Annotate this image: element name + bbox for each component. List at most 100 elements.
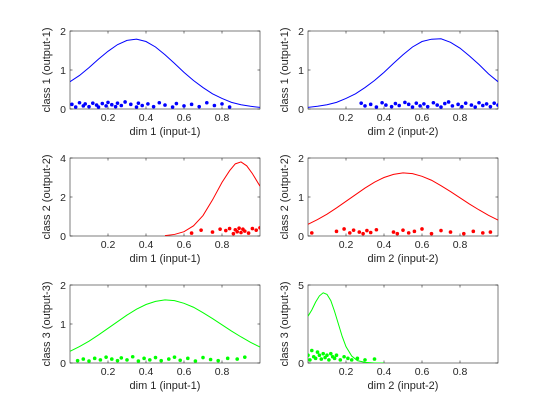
axes-box [69, 30, 261, 110]
data-point [250, 226, 255, 231]
data-point [246, 231, 251, 235]
data-point [357, 230, 362, 234]
data-point [374, 227, 379, 232]
data-point [334, 353, 339, 358]
data-point [310, 348, 314, 353]
series-curve [308, 172, 498, 225]
y-axis-label: class 1 (output-1) [279, 28, 291, 113]
y-tick-label: 2 [60, 26, 66, 38]
data-point [435, 103, 440, 107]
axes-box [307, 284, 499, 364]
data-point [481, 231, 485, 235]
data-point [439, 105, 443, 109]
data-point [365, 228, 369, 233]
x-tick-label: 0.2 [339, 112, 354, 124]
x-tick-label: 0.4 [377, 366, 392, 378]
data-point [231, 231, 236, 236]
data-point [170, 105, 175, 109]
data-point [473, 105, 478, 109]
data-point [92, 356, 97, 361]
data-point [237, 226, 241, 230]
data-point [355, 356, 360, 361]
data-point [110, 357, 114, 361]
series-curve [308, 292, 384, 363]
data-point [401, 228, 405, 232]
y-tick-label: 0 [298, 104, 304, 116]
data-point [317, 353, 322, 358]
data-point [70, 102, 74, 107]
x-tick-label: 0.4 [139, 112, 154, 124]
y-tick-label: 2 [298, 153, 304, 165]
data-point [201, 355, 205, 360]
data-point [199, 228, 203, 232]
data-point [235, 357, 239, 361]
data-point [374, 105, 379, 109]
data-point [349, 358, 354, 362]
data-point [346, 356, 350, 361]
axes-box [307, 157, 499, 237]
data-point [363, 358, 367, 362]
y-tick-label: 2 [298, 26, 304, 38]
data-point [227, 105, 232, 109]
x-tick-label: 0.6 [177, 366, 192, 378]
data-point [348, 231, 352, 235]
data-point [380, 100, 384, 105]
data-point [332, 356, 337, 361]
data-point [310, 231, 314, 235]
data-point [178, 358, 182, 363]
data-point [319, 357, 324, 361]
data-point [235, 229, 239, 234]
x-tick-label: 0.8 [453, 366, 468, 378]
y-tick-label: 1 [298, 65, 304, 77]
x-tick-label: 0.2 [339, 239, 354, 251]
data-point [488, 104, 493, 109]
x-tick-label: 0.8 [215, 239, 230, 251]
data-point [422, 102, 426, 106]
data-point [91, 101, 95, 105]
data-point [104, 104, 108, 108]
data-point [115, 101, 120, 105]
data-point [406, 231, 411, 235]
x-tick-label: 0.6 [415, 366, 430, 378]
data-point [189, 102, 194, 107]
y-tick-label: 1 [60, 319, 66, 331]
series-curve [308, 38, 498, 108]
y-tick-label: 0 [60, 104, 66, 116]
data-point [239, 230, 243, 235]
data-point [87, 359, 91, 363]
data-point [342, 227, 346, 231]
x-tick-label: 0.2 [101, 112, 116, 124]
x-tick-label: 0.4 [139, 366, 154, 378]
data-point [151, 104, 156, 109]
data-point [205, 100, 209, 105]
x-axis-label: dim 1 (input-1) [130, 126, 201, 138]
data-point [208, 357, 213, 362]
data-point [197, 104, 201, 109]
data-point [258, 226, 260, 230]
data-point [104, 355, 108, 359]
axes-box [69, 284, 261, 364]
data-point [167, 357, 171, 361]
x-axis-label: dim 2 (input-2) [368, 380, 439, 392]
data-point [321, 351, 326, 356]
data-point [484, 102, 489, 106]
data-point [471, 229, 476, 234]
data-point [403, 100, 407, 105]
data-point [448, 230, 453, 234]
data-point [372, 357, 377, 361]
data-point [73, 105, 78, 109]
data-point [125, 358, 129, 362]
x-axis-label: dim 2 (input-2) [368, 253, 439, 265]
y-tick-label: 0 [60, 231, 66, 243]
x-tick-label: 0.6 [415, 239, 430, 251]
x-tick-label: 0.6 [415, 112, 430, 124]
x-tick-label: 0.8 [215, 366, 230, 378]
data-point [412, 229, 417, 234]
data-point [334, 229, 339, 234]
y-axis-label: class 2 (output-2) [41, 155, 53, 240]
data-point [488, 230, 493, 234]
subplot-6: 0.2 0.4 0.6 0.8 0 5 dim 2 (input-2) class 3 (ou… [279, 280, 499, 392]
data-point [389, 104, 394, 109]
data-point [130, 354, 135, 359]
